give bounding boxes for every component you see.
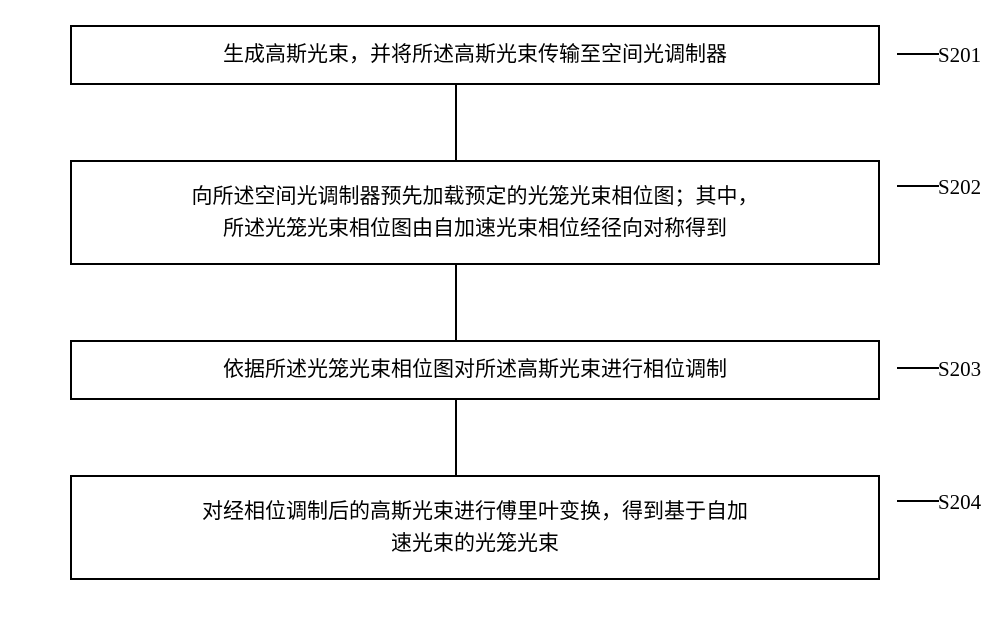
step-row-1: 生成高斯光束，并将所述高斯光束传输至空间光调制器 <box>35 25 965 85</box>
step-text-2: 向所述空间光调制器预先加载预定的光笼光束相位图；其中， 所述光笼光束相位图由自加… <box>192 181 759 244</box>
connector-2 <box>455 265 457 340</box>
step-box-3: 依据所述光笼光束相位图对所述高斯光束进行相位调制 <box>70 340 880 400</box>
step-row-4: 对经相位调制后的高斯光束进行傅里叶变换，得到基于自加 速光束的光笼光束 <box>35 475 965 580</box>
label-tick-3 <box>897 367 939 369</box>
step-text-1: 生成高斯光束，并将所述高斯光束传输至空间光调制器 <box>223 39 727 71</box>
connector-1 <box>455 85 457 160</box>
step-box-4: 对经相位调制后的高斯光束进行傅里叶变换，得到基于自加 速光束的光笼光束 <box>70 475 880 580</box>
step-text-4: 对经相位调制后的高斯光束进行傅里叶变换，得到基于自加 速光束的光笼光束 <box>202 496 748 559</box>
step-box-2: 向所述空间光调制器预先加载预定的光笼光束相位图；其中， 所述光笼光束相位图由自加… <box>70 160 880 265</box>
step-row-2: 向所述空间光调制器预先加载预定的光笼光束相位图；其中， 所述光笼光束相位图由自加… <box>35 160 965 265</box>
step-label-4: S204 <box>938 490 981 515</box>
step-box-1: 生成高斯光束，并将所述高斯光束传输至空间光调制器 <box>70 25 880 85</box>
step-label-3: S203 <box>938 357 981 382</box>
connector-3 <box>455 400 457 475</box>
flowchart-container: 生成高斯光束，并将所述高斯光束传输至空间光调制器 S201 向所述空间光调制器预… <box>35 25 965 595</box>
step-label-2: S202 <box>938 175 981 200</box>
step-label-1: S201 <box>938 43 981 68</box>
step-text-3: 依据所述光笼光束相位图对所述高斯光束进行相位调制 <box>223 354 727 386</box>
label-tick-2 <box>897 185 939 187</box>
label-tick-1 <box>897 53 939 55</box>
label-tick-4 <box>897 500 939 502</box>
step-row-3: 依据所述光笼光束相位图对所述高斯光束进行相位调制 <box>35 340 965 400</box>
